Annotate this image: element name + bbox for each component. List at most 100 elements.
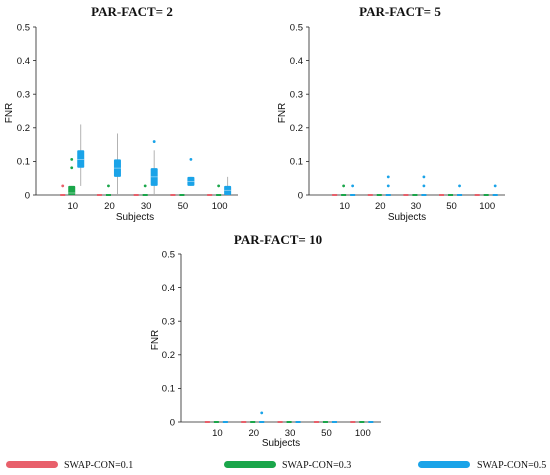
chart-panel-par-fact-10: PAR-FACT= 10 Subjects FNR 00.10.20.30.40… xyxy=(150,232,381,449)
box xyxy=(439,194,445,196)
box xyxy=(368,421,374,423)
legend-item: SWAP-CON=0.1 xyxy=(6,460,133,471)
outlier-point xyxy=(342,184,346,188)
x-tick-label: 10 xyxy=(67,201,78,212)
y-tick-label: 0 xyxy=(25,190,30,201)
box xyxy=(241,421,247,423)
y-tick-label: 0.4 xyxy=(17,56,30,67)
legend-swatch xyxy=(6,461,58,468)
outlier-point xyxy=(217,184,221,188)
x-axis-label: Subjects xyxy=(388,212,426,223)
x-tick-label: 10 xyxy=(339,201,350,212)
outlier-point xyxy=(386,175,390,179)
y-tick-label: 0.1 xyxy=(290,157,303,168)
y-tick-label: 0.3 xyxy=(17,90,30,101)
outlier-point xyxy=(493,184,497,188)
box xyxy=(250,421,256,423)
box xyxy=(105,194,111,196)
box xyxy=(207,194,213,196)
legend-swatch xyxy=(224,461,276,468)
box xyxy=(170,194,176,196)
y-tick-label: 0.5 xyxy=(162,249,175,260)
legend-item: SWAP-CON=0.3 xyxy=(224,460,351,471)
box xyxy=(350,421,356,423)
outlier-point xyxy=(458,184,461,188)
y-tick-label: 0.1 xyxy=(162,384,175,395)
outlier-point xyxy=(260,411,264,415)
plot-area: 0 0.1 0.2 0.3 0.4 0.5 10 20 30 50 100 xyxy=(17,22,238,212)
x-tick-label: 100 xyxy=(479,201,495,212)
box xyxy=(313,421,319,423)
legend: SWAP-CON=0.1 SWAP-CON=0.3 SWAP-CON=0.5 xyxy=(6,460,546,471)
y-tick-label: 0 xyxy=(170,417,175,428)
box xyxy=(385,194,391,196)
box xyxy=(213,421,219,423)
box xyxy=(259,421,265,423)
x-axis-label: Subjects xyxy=(116,212,154,223)
box xyxy=(448,194,454,196)
box xyxy=(421,194,427,196)
plot-area: 0 0.1 0.2 0.3 0.4 0.5 10 20 30 50 100 xyxy=(162,249,381,439)
y-tick-label: 0.2 xyxy=(162,350,175,361)
chart-panel-par-fact-2: PAR-FACT= 2 Subjects FNR 0 0.1 0.2 0.3 0.4 0.… xyxy=(4,4,238,223)
box xyxy=(474,194,480,196)
legend-label: SWAP-CON=0.1 xyxy=(64,460,133,471)
box xyxy=(142,194,148,196)
outlier-point xyxy=(422,175,426,179)
x-tick-label: 100 xyxy=(355,428,371,439)
outlier-point xyxy=(143,184,147,188)
y-tick-label: 0.3 xyxy=(162,317,175,328)
box xyxy=(457,194,463,196)
plot-area: 0 0.1 0.2 0.3 0.4 0.5 10 20 30 50 100 xyxy=(290,22,505,212)
x-tick-label: 50 xyxy=(446,201,457,212)
y-tick-label: 0.4 xyxy=(290,56,303,67)
outlier-point xyxy=(189,157,193,161)
chart-panel-par-fact-5: PAR-FACT= 5 Subjects FNR 0 0.1 0.2 0.3 0.4 0.… xyxy=(277,4,505,223)
y-axis-label: FNR xyxy=(4,103,15,124)
box xyxy=(483,194,489,196)
box xyxy=(492,194,498,196)
x-tick-label: 30 xyxy=(285,428,296,439)
legend-item: SWAP-CON=0.5 xyxy=(418,460,546,471)
box xyxy=(68,185,76,195)
chart-title: PAR-FACT= 2 xyxy=(91,4,173,19)
y-tick-label: 0.5 xyxy=(17,22,30,33)
box xyxy=(367,194,373,196)
y-tick-label: 0.4 xyxy=(162,283,175,294)
y-axis-label: FNR xyxy=(277,103,288,124)
box xyxy=(286,421,292,423)
box xyxy=(277,421,283,423)
box xyxy=(376,194,382,196)
x-tick-label: 20 xyxy=(104,201,115,212)
legend-label: SWAP-CON=0.5 xyxy=(477,460,546,471)
x-tick-label: 50 xyxy=(321,428,332,439)
x-tick-label: 30 xyxy=(411,201,422,212)
outlier-point xyxy=(107,184,110,188)
box xyxy=(133,194,139,196)
box xyxy=(295,421,301,423)
x-tick-label: 50 xyxy=(178,201,189,212)
box xyxy=(341,194,347,196)
x-tick-label: 30 xyxy=(141,201,152,212)
outlier-point xyxy=(70,157,74,161)
outlier-point xyxy=(422,184,426,188)
box xyxy=(359,421,365,423)
chart-title: PAR-FACT= 5 xyxy=(359,4,441,19)
outlier-point xyxy=(61,184,65,188)
x-axis-label: Subjects xyxy=(262,438,300,449)
legend-swatch xyxy=(418,461,470,468)
y-tick-label: 0.2 xyxy=(17,123,30,134)
y-axis-label: FNR xyxy=(150,330,161,351)
x-tick-label: 20 xyxy=(375,201,386,212)
box xyxy=(350,194,356,196)
y-tick-label: 0.2 xyxy=(290,123,303,134)
box xyxy=(403,194,409,196)
y-tick-label: 0.3 xyxy=(290,90,303,101)
box xyxy=(204,421,210,423)
box xyxy=(179,194,185,196)
x-tick-label: 10 xyxy=(212,428,223,439)
y-tick-label: 0 xyxy=(298,190,303,201)
box xyxy=(322,421,328,423)
box xyxy=(412,194,418,196)
x-tick-label: 100 xyxy=(212,201,228,212)
